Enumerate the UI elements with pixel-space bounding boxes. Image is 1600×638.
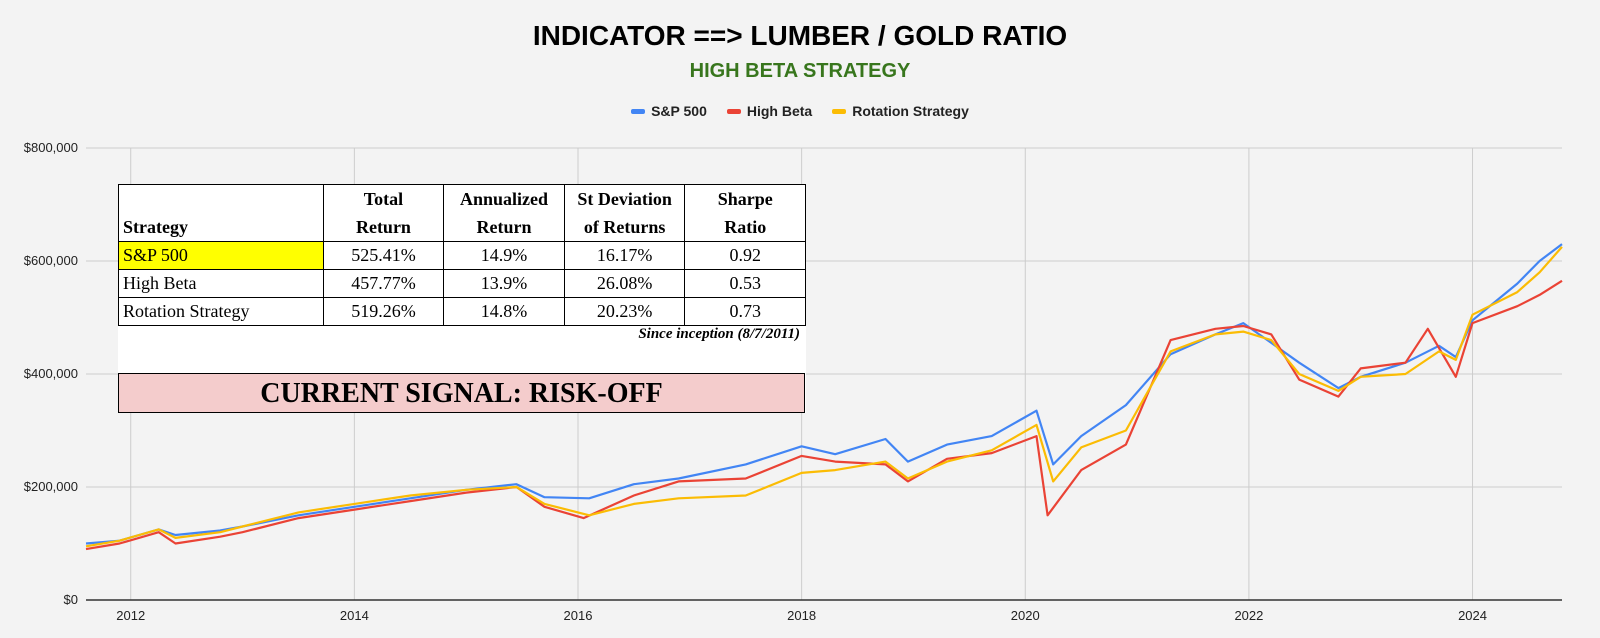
row-name: Rotation Strategy: [118, 297, 324, 326]
x-tick-label: 2016: [564, 608, 593, 623]
row-st-deviation: 16.17%: [563, 241, 686, 270]
legend-swatch-high-beta: [726, 108, 741, 114]
x-tick-label: 2022: [1234, 608, 1263, 623]
table-row: S&P 500 525.41% 14.9% 16.17% 0.92: [118, 241, 806, 270]
stats-table: Strategy Total Return Annualized Return St…: [118, 184, 806, 326]
x-tick-label: 2014: [340, 608, 369, 623]
row-sharpe-ratio: 0.53: [684, 269, 806, 298]
y-tick-label: $600,000: [24, 253, 78, 268]
stats-header-row: Strategy Total Return Annualized Return St…: [118, 184, 806, 242]
series-lines: [85, 243, 1563, 551]
header-annualized-return: Annualized Return: [443, 184, 565, 242]
row-total-return: 457.77%: [322, 269, 445, 298]
y-tick-label: $400,000: [24, 366, 78, 381]
row-annualized-return: 14.9%: [443, 241, 565, 270]
current-signal-banner: CURRENT SIGNAL: RISK-OFF: [118, 373, 805, 413]
legend-swatch-sp500: [631, 108, 646, 114]
row-total-return: 519.26%: [322, 297, 445, 326]
table-row: High Beta 457.77% 13.9% 26.08% 0.53: [118, 269, 806, 298]
row-st-deviation: 26.08%: [563, 269, 686, 298]
y-axis-ticks: $0 $200,000 $400,000 $600,000 $800,000: [24, 140, 78, 607]
header-strategy: Strategy: [118, 184, 324, 242]
x-tick-label: 2020: [1011, 608, 1040, 623]
header-sharpe-ratio: Sharpe Ratio: [684, 184, 806, 242]
legend-item-rotation: Rotation Strategy: [832, 103, 969, 119]
legend-swatch-rotation: [832, 108, 847, 114]
legend-label-rotation: Rotation Strategy: [852, 103, 969, 119]
row-name: S&P 500: [118, 241, 324, 270]
series-line-2: [85, 246, 1563, 548]
header-total-return: Total Return: [322, 184, 445, 242]
since-inception-note: Since inception (8/7/2011): [638, 326, 800, 342]
legend-item-high-beta: High Beta: [726, 103, 813, 119]
row-sharpe-ratio: 0.73: [684, 297, 806, 326]
series-line-0: [85, 243, 1563, 545]
x-tick-label: 2024: [1458, 608, 1487, 623]
row-annualized-return: 13.9%: [443, 269, 565, 298]
y-tick-label: $800,000: [24, 140, 78, 155]
legend-label-sp500: S&P 500: [651, 103, 707, 119]
row-total-return: 525.41%: [322, 241, 445, 270]
stats-panel: Strategy Total Return Annualized Return St…: [118, 184, 806, 413]
row-annualized-return: 14.8%: [443, 297, 565, 326]
x-tick-label: 2018: [787, 608, 816, 623]
row-name: High Beta: [118, 269, 324, 298]
header-st-deviation: St Deviation of Returns: [563, 184, 686, 242]
y-tick-label: $200,000: [24, 479, 78, 494]
y-tick-label: $0: [64, 592, 78, 607]
table-row: Rotation Strategy 519.26% 14.8% 20.23% 0…: [118, 297, 806, 326]
x-axis-ticks: 2012 2014 2016 2018 2020 2022 2024: [116, 608, 1487, 623]
legend-item-sp500: S&P 500: [631, 103, 707, 119]
legend-label-high-beta: High Beta: [746, 103, 813, 119]
chart-subtitle: HIGH BETA STRATEGY: [689, 60, 911, 82]
chart-legend: S&P 500 High Beta Rotation Strategy: [0, 103, 1600, 119]
row-st-deviation: 20.23%: [563, 297, 686, 326]
chart-title: INDICATOR ==> LUMBER / GOLD RATIO: [532, 20, 1068, 51]
row-sharpe-ratio: 0.92: [684, 241, 806, 270]
x-tick-label: 2012: [116, 608, 145, 623]
